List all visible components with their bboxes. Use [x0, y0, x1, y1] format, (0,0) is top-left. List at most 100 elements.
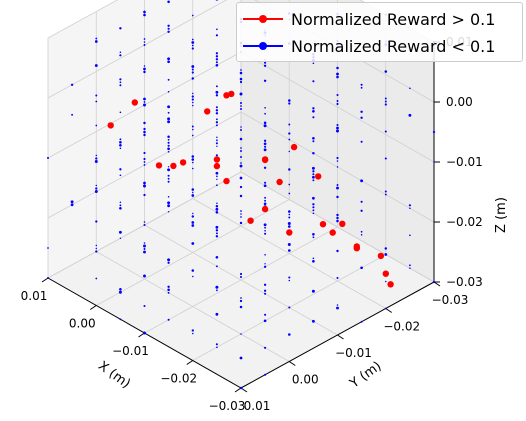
legend-item-high-reward: Normalized Reward > 0.1 [241, 6, 495, 32]
low-reward-point [263, 202, 267, 206]
low-reward-point [264, 373, 267, 376]
low-reward-point [119, 111, 122, 114]
low-reward-point [240, 297, 242, 299]
low-reward-point [215, 112, 219, 115]
low-reward-point [384, 70, 388, 73]
low-reward-point [215, 61, 218, 64]
grid-line [47, 0, 119, 39]
low-reward-point [192, 167, 194, 170]
low-reward-point [360, 86, 363, 89]
legend: Normalized Reward > 0.1 Normalized Rewar… [236, 2, 523, 62]
low-reward-point [167, 147, 170, 151]
low-reward-point [118, 290, 122, 294]
low-reward-point [288, 132, 291, 135]
low-reward-point [263, 64, 267, 67]
low-reward-point [312, 212, 315, 215]
low-reward-point [432, 280, 436, 284]
low-reward-point [95, 157, 98, 160]
low-reward-point [239, 77, 243, 81]
low-reward-point [143, 101, 146, 103]
low-reward-point [143, 10, 146, 14]
low-reward-point [239, 176, 243, 180]
low-reward-point [239, 164, 243, 168]
low-reward-point [70, 83, 74, 86]
low-reward-point [360, 320, 363, 323]
low-reward-point [408, 113, 412, 117]
low-reward-point [191, 224, 195, 227]
low-reward-point [239, 356, 243, 360]
high-reward-point [286, 229, 293, 236]
y-tick [433, 281, 441, 287]
low-reward-point [95, 94, 98, 97]
low-reward-point [143, 193, 146, 197]
low-reward-point [336, 306, 339, 310]
low-reward-point [143, 67, 146, 71]
low-reward-point [288, 192, 291, 195]
low-reward-point [384, 157, 387, 160]
low-reward-point [167, 30, 170, 33]
low-reward-point [216, 178, 218, 181]
low-reward-point [240, 150, 242, 152]
low-reward-point [215, 109, 219, 112]
high-reward-points [107, 90, 394, 288]
low-reward-point [215, 343, 218, 346]
low-reward-point [215, 85, 218, 88]
high-reward-point [276, 178, 283, 186]
low-reward-point [143, 244, 146, 248]
low-reward-point [192, 212, 194, 215]
low-reward-point [360, 230, 363, 233]
high-reward-point [290, 143, 298, 151]
low-reward-point [384, 190, 387, 193]
low-reward-point [167, 168, 171, 172]
low-reward-point [143, 70, 146, 74]
low-reward-point [336, 213, 339, 217]
low-reward-point [263, 166, 267, 169]
low-reward-point [312, 109, 315, 113]
high-reward-point [319, 221, 327, 228]
low-reward-point [360, 179, 364, 183]
low-reward-point [191, 134, 194, 137]
low-reward-point [384, 247, 388, 250]
grid-line [96, 251, 290, 362]
low-reward-point [336, 75, 339, 79]
y-tick-label: 0.00 [292, 373, 319, 387]
low-reward-point [191, 41, 195, 44]
low-reward-point [360, 266, 363, 270]
low-reward-point [94, 64, 98, 67]
low-reward-point [143, 248, 146, 250]
low-reward-point [312, 62, 315, 65]
low-reward-point [143, 151, 146, 155]
low-reward-point [215, 205, 219, 208]
low-reward-point [288, 216, 291, 219]
low-reward-point [119, 143, 122, 147]
low-reward-point [95, 277, 98, 280]
low-reward-point [263, 148, 267, 152]
legend-label-low-reward: Normalized Reward < 0.1 [291, 36, 496, 56]
low-reward-point [263, 139, 267, 142]
high-reward-point [228, 90, 235, 98]
low-reward-point [143, 221, 146, 223]
low-reward-point [336, 93, 339, 97]
x-tick-label: 0.00 [69, 317, 96, 331]
low-reward-point [192, 191, 194, 194]
low-reward-point [239, 386, 243, 390]
low-reward-point [239, 272, 243, 276]
y-tick [385, 308, 393, 313]
low-reward-point [143, 130, 146, 134]
z-tick-label: 0.00 [446, 95, 473, 109]
low-reward-point [432, 130, 436, 134]
low-reward-point [264, 229, 266, 232]
low-reward-point [336, 100, 339, 102]
low-reward-point [119, 288, 122, 291]
low-reward-point [336, 123, 339, 127]
low-reward-point [191, 161, 194, 164]
low-reward-point [143, 181, 146, 185]
low-reward-point [167, 24, 170, 27]
high-reward-point [315, 173, 322, 180]
low-reward-point [71, 113, 74, 116]
low-reward-point [167, 78, 170, 81]
low-reward-point [336, 304, 339, 306]
low-reward-point [240, 156, 242, 158]
low-reward-point [191, 14, 194, 17]
low-reward-point [94, 160, 98, 163]
